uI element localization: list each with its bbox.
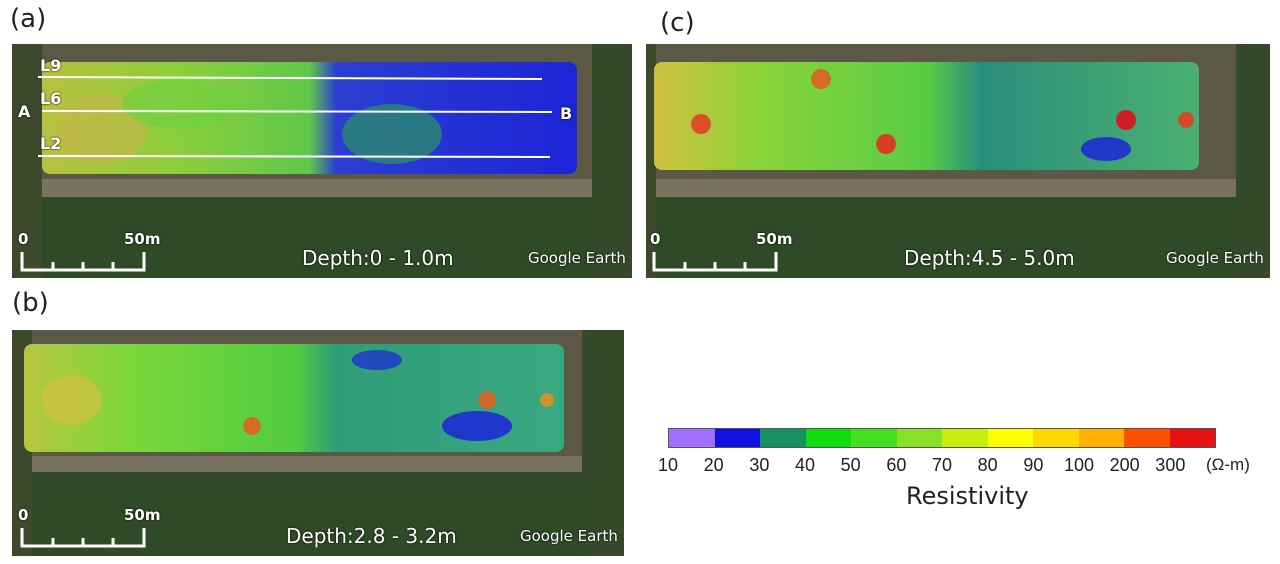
legend-swatch [1124, 429, 1170, 447]
resistivity-color-bar [668, 428, 1216, 448]
scale-start-label: 0 [18, 506, 29, 524]
scale-end-label: 50m [124, 506, 161, 524]
legend-swatch [1169, 429, 1215, 447]
scale-end-label: 50m [124, 230, 161, 248]
credit-c: Google Earth [1166, 249, 1264, 267]
legend-title: Resistivity [906, 482, 1029, 510]
panel-label-c: (c) [660, 8, 695, 38]
scale-start-label: 0 [650, 230, 661, 248]
legend-swatch [1033, 429, 1079, 447]
legend-unit: (Ω-m) [1206, 455, 1250, 474]
scale-bar-b: 0 50m [18, 506, 161, 550]
depth-label-c: Depth:4.5 - 5.0m [904, 246, 1075, 270]
resistivity-map-c: 0 50m Depth:4.5 - 5.0m Google Earth [646, 44, 1270, 278]
legend-tick-label: 20 [703, 455, 724, 475]
legend-tick-label: 60 [886, 455, 907, 475]
legend-tick-label: 50 [840, 455, 861, 475]
legend-tick-label: 40 [794, 455, 816, 475]
scale-bar-a: 0 50m [18, 230, 161, 274]
credit-a: Google Earth [528, 249, 626, 267]
panel-label-a: (a) [10, 4, 47, 34]
legend-swatch [987, 429, 1033, 447]
endpoint-a: A [18, 102, 31, 121]
legend-swatch [669, 429, 715, 447]
line-label-l9: L9 [40, 56, 62, 75]
aerial-background-b [12, 330, 624, 556]
line-label-l2: L2 [40, 134, 62, 153]
line-label-l6: L6 [40, 89, 62, 108]
resistivity-map-b: 0 50m Depth:2.8 - 3.2m Google Earth [12, 330, 624, 556]
legend-swatch [760, 429, 806, 447]
legend-tick-label: 90 [1023, 455, 1044, 475]
legend-tick-label: 70 [931, 455, 953, 475]
depth-label-b: Depth:2.8 - 3.2m [286, 524, 457, 548]
scale-end-label: 50m [756, 230, 793, 248]
credit-b: Google Earth [520, 527, 618, 545]
survey-lines-a [37, 76, 553, 158]
legend-tick-label: 30 [749, 455, 770, 475]
legend-tick-label: 100 [1063, 455, 1095, 475]
scale-bar-c: 0 50m [650, 230, 793, 274]
legend-tick-label: 300 [1155, 455, 1186, 475]
aerial-background-a [12, 44, 632, 278]
scale-start-label: 0 [18, 230, 29, 248]
panel-label-b: (b) [12, 288, 49, 318]
legend-swatch [714, 429, 760, 447]
legend-swatch [942, 429, 988, 447]
aerial-background-c [646, 44, 1270, 278]
legend-swatch [1078, 429, 1124, 447]
depth-label-a: Depth:0 - 1.0m [302, 246, 454, 270]
legend-tick-label: 200 [1109, 455, 1140, 475]
legend-swatch [805, 429, 851, 447]
legend-swatch [851, 429, 897, 447]
legend-swatch [896, 429, 942, 447]
legend-tick-label: 10 [657, 455, 679, 475]
legend-tick-label: 80 [977, 455, 998, 475]
resistivity-map-a: L9 L6 L2 A B 0 50m Depth:0 - 1.0m Google… [12, 44, 632, 278]
endpoint-b: B [560, 104, 573, 123]
